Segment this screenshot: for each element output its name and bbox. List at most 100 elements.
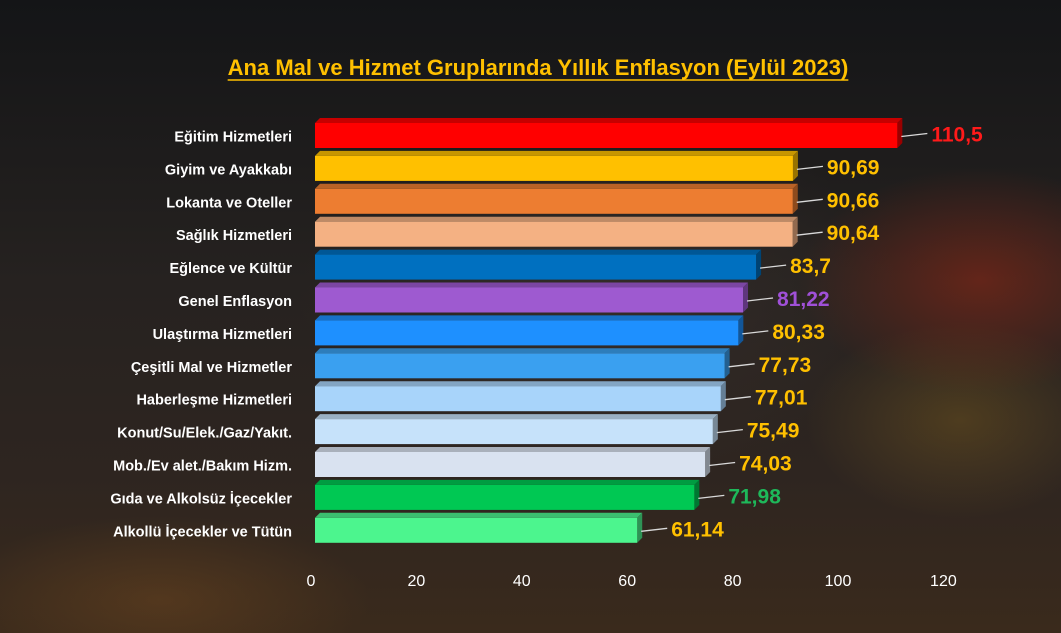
bar-front-face (315, 386, 721, 412)
value-label: 61,14 (671, 518, 724, 541)
bar-front-face (315, 254, 757, 280)
labels-layer: 110,5 Eğitim Hizmetleri 90,69 Giyim ve Ayak… (110, 124, 983, 542)
bar-top-face (315, 479, 700, 485)
value-label: 77,73 (759, 354, 812, 377)
category-label: Mob./Ev alet./Bakım Hizm. (113, 459, 292, 475)
x-tick-label: 120 (930, 573, 957, 590)
value-label: 83,7 (790, 255, 831, 278)
bar-front-face (315, 188, 793, 214)
x-tick-label: 100 (825, 573, 852, 590)
bar-front-face (315, 123, 898, 148)
category-label: Genel Enflasyon (178, 294, 292, 310)
bar-side-face (694, 479, 700, 510)
value-leader-line (746, 297, 774, 302)
bar-side-face (738, 315, 744, 346)
bar-front-face (315, 419, 713, 445)
bar-top-face (315, 512, 643, 518)
bar-top-face (315, 249, 762, 255)
value-leader-line (709, 461, 736, 467)
category-label: Konut/Su/Elek./Gaz/Yakıt. (117, 426, 292, 442)
bar-front-face (315, 320, 739, 346)
category-label: Eğlence ve Kültür (170, 261, 293, 277)
value-label: 71,98 (728, 485, 781, 508)
bar-side-face (756, 249, 762, 280)
bar-side-face (792, 150, 798, 181)
value-leader-line (641, 527, 668, 532)
bar-side-face (743, 282, 749, 313)
value-label: 90,64 (827, 222, 880, 245)
value-label: 90,66 (827, 189, 880, 212)
chart-title: Ana Mal ve Hizmet Gruplarında Yıllık Enf… (228, 55, 849, 80)
bar-side-face (792, 183, 798, 214)
bar-side-face (724, 348, 730, 379)
category-label: Ulaştırma Hizmetleri (153, 327, 292, 343)
value-label: 110,5 (931, 124, 983, 147)
bar-top-face (315, 282, 749, 288)
bar-front-face (315, 484, 695, 510)
bar-top-face (315, 348, 730, 354)
bar-4 (315, 216, 823, 247)
bar-side-face (705, 447, 711, 477)
value-leader-line (728, 363, 755, 368)
value-leader-line (698, 494, 725, 500)
value-label: 75,49 (747, 420, 800, 443)
category-label: Lokanta ve Oteller (166, 195, 292, 211)
bar-6 (315, 282, 774, 313)
bar-12 (315, 479, 725, 510)
bar-13 (315, 512, 668, 543)
value-label: 77,01 (755, 387, 808, 410)
category-label: Gıda ve Alkolsüz İçecekler (110, 490, 292, 507)
value-leader-line (796, 198, 823, 203)
bar-side-face (897, 118, 903, 148)
category-label: Sağlık Hizmetleri (176, 228, 292, 244)
bar-side-face (792, 216, 798, 247)
bar-3 (315, 183, 823, 214)
bar-side-face (720, 381, 726, 412)
category-label: Çeşitli Mal ve Hizmetler (131, 360, 293, 376)
x-tick-label: 0 (307, 573, 316, 590)
bar-top-face (315, 216, 798, 222)
bar-top-face (315, 414, 718, 420)
bar-top-face (315, 381, 726, 387)
bar-front-face (315, 287, 744, 313)
ticks-layer: 0 20 40 60 80 100 120 (307, 573, 957, 590)
x-tick-label: 80 (724, 573, 742, 590)
value-leader-line (901, 132, 928, 138)
value-label: 74,03 (739, 453, 792, 476)
bar-front-face (315, 221, 793, 247)
bar-2 (315, 150, 824, 181)
value-label: 90,69 (827, 156, 880, 179)
bar-1 (315, 118, 928, 148)
category-label: Eğitim Hizmetleri (174, 130, 292, 146)
value-leader-line (796, 165, 824, 171)
bar-front-face (315, 353, 725, 379)
x-tick-label: 60 (618, 573, 636, 590)
bar-8 (315, 348, 755, 379)
value-label: 80,33 (772, 321, 825, 344)
bar-11 (315, 447, 736, 477)
value-leader-line (724, 396, 751, 401)
bar-9 (315, 381, 751, 412)
bar-top-face (315, 315, 744, 321)
value-label: 81,22 (777, 288, 830, 311)
bar-front-face (315, 452, 706, 477)
bar-10 (315, 414, 743, 445)
bar-front-face (315, 517, 638, 543)
category-label: Giyim ve Ayakkabı (165, 162, 292, 178)
bars-layer (315, 118, 928, 543)
value-leader-line (716, 428, 743, 434)
bar-front-face (315, 155, 793, 181)
bar-5 (315, 249, 787, 280)
bar-top-face (315, 183, 798, 189)
bar-top-face (315, 118, 903, 123)
bar-top-face (315, 447, 711, 452)
bar-side-face (712, 414, 718, 445)
value-leader-line (796, 231, 823, 236)
category-label: Alkollü İçecekler ve Tütün (113, 523, 292, 540)
x-tick-label: 20 (408, 573, 426, 590)
x-tick-label: 40 (513, 573, 531, 590)
bar-side-face (637, 512, 643, 543)
category-label: Haberleşme Hizmetleri (136, 393, 292, 409)
